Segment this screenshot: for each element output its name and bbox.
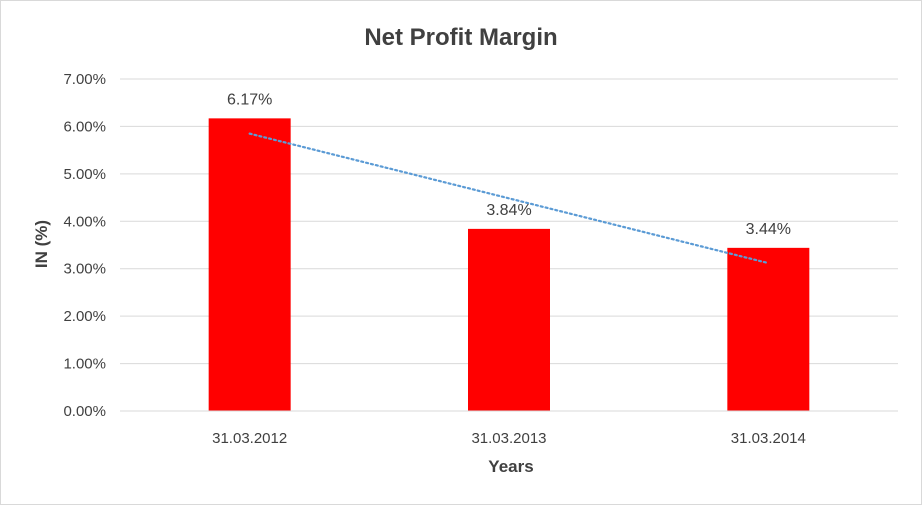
x-axis-ticks: 31.03.2012 31.03.2013 31.03.2014 (212, 430, 806, 447)
bars (208, 118, 810, 411)
y-tick-label: 6.00% (63, 118, 106, 135)
y-tick-label: 0.00% (63, 403, 106, 420)
x-tick-label: 31.03.2012 (212, 430, 287, 447)
data-label: 3.44% (746, 221, 791, 238)
bar (468, 228, 550, 411)
y-axis-title: IN (%) (32, 220, 51, 268)
data-label: 6.17% (227, 91, 272, 108)
y-tick-label: 5.00% (63, 166, 106, 183)
trendline (248, 132, 770, 265)
y-tick-label: 2.00% (63, 308, 106, 325)
x-tick-label: 31.03.2014 (731, 430, 806, 447)
bar (727, 247, 810, 411)
y-tick-label: 1.00% (63, 356, 106, 373)
y-tick-label: 3.00% (63, 261, 106, 278)
y-tick-label: 4.00% (63, 213, 106, 230)
trendline-line (248, 132, 770, 265)
data-labels: 6.17% 3.84% 3.44% (227, 91, 791, 237)
chart-title: Net Profit Margin (364, 24, 557, 51)
y-tick-label: 7.00% (63, 71, 106, 88)
bar (208, 118, 291, 411)
x-tick-label: 31.03.2013 (471, 430, 546, 447)
data-label: 3.84% (486, 202, 531, 219)
x-axis-title: Years (488, 457, 533, 476)
y-axis-ticks: 0.00% 1.00% 2.00% 3.00% 4.00% 5.00% 6.00% 7.00% (63, 71, 106, 420)
